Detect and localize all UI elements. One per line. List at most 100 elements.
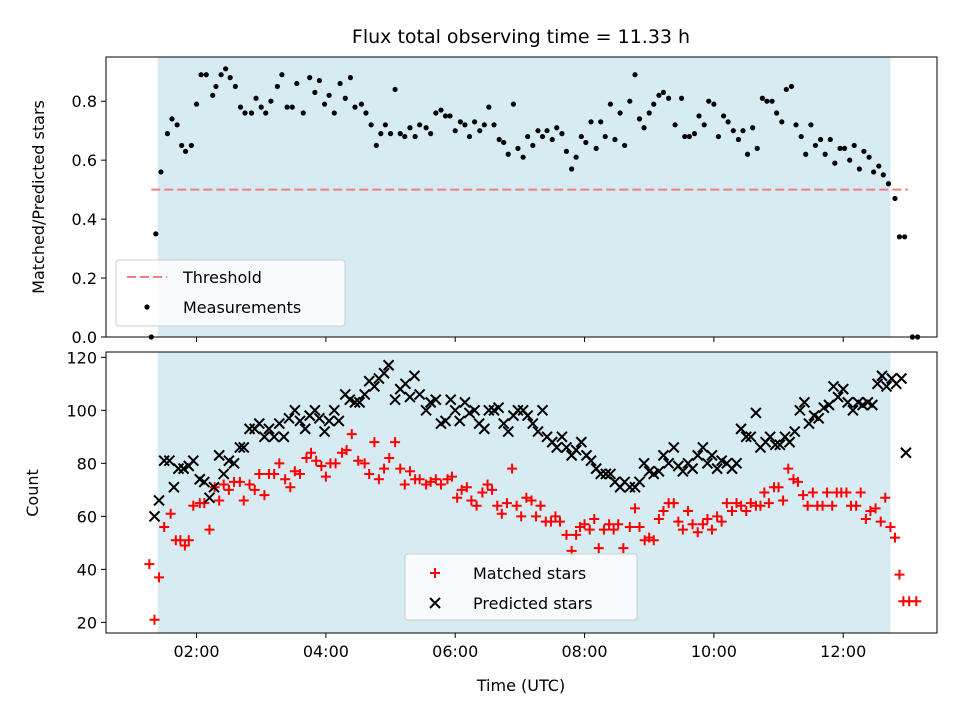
matched-star-point: [589, 514, 600, 525]
matched-star-point: [571, 529, 582, 540]
matched-star-point: [736, 500, 747, 511]
y-tick-label: 40: [77, 560, 97, 579]
predicted-star-point: [253, 417, 265, 430]
measurement-point: [808, 122, 814, 128]
predicted-star-point: [168, 481, 180, 493]
measurement-point: [481, 122, 487, 128]
matched-star-point: [461, 482, 472, 493]
predicted-star-point: [378, 367, 390, 379]
matched-star-point: [759, 487, 770, 498]
matched-star-point: [214, 495, 225, 506]
matched-star-point: [311, 455, 322, 466]
matched-star-point: [414, 474, 425, 485]
matched-star-point: [425, 476, 436, 487]
y-tick-label: 80: [77, 454, 97, 473]
measurement-point: [407, 125, 413, 131]
matched-star-point: [379, 463, 390, 474]
measurement-point: [607, 101, 614, 107]
matched-star-point: [274, 458, 285, 469]
predicted-star-point: [213, 449, 225, 462]
measurement-point: [583, 139, 589, 146]
measurement-point: [544, 128, 550, 134]
measurement-point: [382, 122, 388, 128]
predicted-star-point: [408, 370, 421, 382]
measurement-point: [602, 133, 608, 140]
matched-star-point: [561, 529, 572, 540]
matched-star-point: [726, 506, 737, 517]
matched-star-point: [244, 479, 255, 490]
matched-star-point: [306, 447, 317, 458]
measurement-point: [641, 125, 647, 131]
matched-star-point: [880, 492, 891, 503]
matched-star-point: [526, 495, 537, 506]
predicted-star-point: [349, 396, 361, 409]
matched-star-point: [798, 490, 809, 501]
predicted-star-point: [353, 396, 366, 409]
matched-star-point: [492, 500, 503, 511]
measurement-point: [822, 151, 828, 157]
predicted-star-point: [895, 372, 908, 385]
matched-star-point: [359, 458, 370, 469]
predicted-star-point: [532, 425, 544, 438]
matched-star-point: [496, 508, 507, 519]
predicted-star-point: [556, 431, 568, 443]
matched-star-point: [817, 500, 828, 511]
predicted-star-point: [454, 415, 466, 427]
matched-star-point: [778, 495, 789, 506]
predicted-star-point: [294, 415, 306, 427]
matched-star-point: [584, 524, 595, 535]
measurement-point: [378, 131, 384, 137]
predicted-star-point: [328, 404, 340, 417]
measurement-point: [477, 128, 483, 134]
measurement-point: [730, 128, 736, 134]
measurement-point: [188, 142, 194, 149]
measurement-point: [248, 110, 255, 116]
measurement-point: [447, 113, 453, 119]
matched-star-point: [487, 484, 498, 495]
matched-star-point: [466, 495, 477, 506]
predicted-star-point: [900, 447, 912, 459]
measurement-point: [754, 145, 760, 151]
measurement-point: [539, 133, 546, 140]
measurement-point: [678, 95, 685, 101]
measurement-point: [210, 92, 216, 98]
chart-title: Flux total observing time = 11.33 h: [352, 26, 690, 48]
matched-star-point: [404, 466, 415, 477]
matched-star-point: [435, 479, 446, 490]
matched-star-point: [624, 521, 635, 532]
matched-star-point: [452, 492, 463, 503]
matched-star-point: [677, 524, 688, 535]
measurement-point: [832, 160, 838, 166]
predicted-star-point: [847, 404, 859, 417]
measurement-point: [896, 234, 903, 240]
measurement-point: [307, 75, 313, 81]
measurement-point: [569, 166, 575, 172]
matched-star-point: [673, 516, 684, 527]
matched-star-point: [554, 516, 565, 527]
measurement-point: [735, 136, 742, 143]
measurement-point: [213, 83, 219, 90]
measurement-point: [433, 110, 439, 116]
measurement-point: [515, 145, 521, 151]
measurement-point: [198, 72, 204, 78]
predicted-star-point: [163, 454, 176, 467]
matched-star-point: [516, 511, 527, 522]
measurement-point: [578, 133, 584, 140]
matched-star-point: [531, 511, 542, 522]
predicted-star-point: [803, 417, 815, 430]
matched-star-point: [875, 516, 886, 527]
y-tick-label: 100: [66, 401, 97, 420]
measurement-point: [788, 83, 795, 90]
measurement-point: [851, 142, 857, 149]
measurement-point: [617, 110, 623, 116]
measurement-point: [769, 98, 775, 104]
bottom-y-axis-label: Count: [23, 469, 42, 517]
legend-threshold-label: Threshold: [182, 268, 262, 287]
matched-star-point: [911, 596, 922, 607]
measurement-point: [428, 131, 434, 137]
predicted-star-point: [653, 465, 665, 477]
matched-star-point: [280, 474, 291, 485]
predicted-star-point: [764, 431, 776, 443]
matched-star-point: [579, 519, 590, 530]
predicted-star-point: [413, 388, 426, 401]
